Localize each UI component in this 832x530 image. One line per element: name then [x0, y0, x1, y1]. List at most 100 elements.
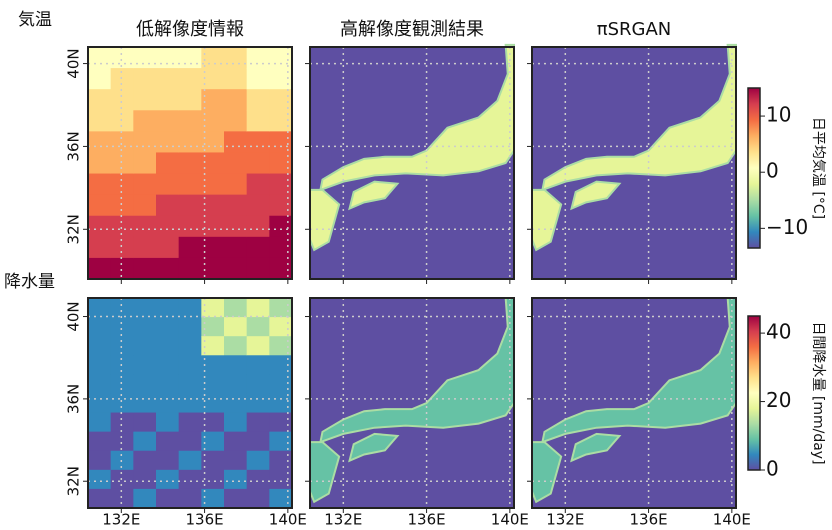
low-res-cell [156, 195, 179, 217]
low-res-cell [111, 317, 134, 337]
y-tick-label: 36N [65, 384, 83, 414]
low-res-cell [156, 451, 179, 471]
low-res-cell [133, 432, 156, 452]
low-res-cell [133, 47, 156, 69]
low-res-cell [179, 258, 202, 280]
low-res-cell [179, 47, 202, 69]
low-res-cell [224, 489, 247, 509]
low-res-cell [247, 110, 270, 132]
low-res-cell [156, 317, 179, 337]
low-res-cell [156, 110, 179, 132]
low-res-cell [88, 237, 111, 259]
low-res-cell [133, 355, 156, 375]
low-res-cell [133, 110, 156, 132]
low-res-cell [179, 489, 202, 509]
low-res-cell [179, 68, 202, 90]
low-res-cell [88, 432, 111, 452]
low-res-cell [133, 152, 156, 174]
low-res-cell [269, 413, 292, 433]
low-res-cell [224, 258, 247, 280]
low-res-cell [224, 131, 247, 153]
low-res-cell [179, 195, 202, 217]
low-res-cell [88, 152, 111, 174]
low-res-cell [133, 413, 156, 433]
low-res-cell [156, 336, 179, 356]
low-res-cell [247, 174, 270, 196]
low-res-cell [133, 374, 156, 394]
low-res-cell [133, 489, 156, 509]
low-res-cell [88, 336, 111, 356]
low-res-cell [247, 152, 270, 174]
low-res-cell [179, 131, 202, 153]
y-tick-label: 32N [65, 214, 83, 244]
x-tick-label: 136E [186, 511, 224, 527]
low-res-cell [269, 110, 292, 132]
low-res-cell [133, 216, 156, 238]
low-res-cell [111, 89, 134, 111]
panel-title: 高解像度観測結果 [340, 19, 484, 40]
x-tick-label: 140E [269, 511, 307, 527]
low-res-cell [88, 355, 111, 375]
low-res-cell [88, 451, 111, 471]
colorbar-tick-label: 20 [766, 388, 791, 412]
low-res-cell [269, 195, 292, 217]
low-res-cell [133, 393, 156, 413]
low-res-cell [111, 336, 134, 356]
low-res-cell [156, 355, 179, 375]
low-res-cell [111, 131, 134, 153]
low-res-cell [224, 336, 247, 356]
low-res-cell [247, 216, 270, 238]
low-res-cell [269, 152, 292, 174]
low-res-cell [224, 451, 247, 471]
low-res-cell [111, 216, 134, 238]
low-res-cell [88, 393, 111, 413]
row-label: 降水量 [4, 272, 55, 292]
low-res-cell [133, 298, 156, 318]
low-res-cell [247, 393, 270, 413]
low-res-cell [179, 216, 202, 238]
low-res-cell [88, 68, 111, 90]
y-tick-label: 32N [65, 466, 83, 496]
low-res-cell [247, 374, 270, 394]
y-tick-label: 40N [65, 301, 83, 331]
low-res-cell [269, 451, 292, 471]
low-res-cell [88, 89, 111, 111]
low-res-cell [224, 195, 247, 217]
low-res-cell [224, 152, 247, 174]
low-res-cell [133, 470, 156, 490]
low-res-cell [156, 393, 179, 413]
low-res-cell [224, 413, 247, 433]
low-res-cell [88, 131, 111, 153]
low-res-cell [88, 413, 111, 433]
low-res-cell [269, 470, 292, 490]
figure: 気温32N36N40N低解像度情報高解像度観測結果πSRGAN−10010日平均… [0, 0, 832, 526]
low-res-cell [269, 374, 292, 394]
low-res-cell [201, 317, 224, 337]
low-res-cell [224, 432, 247, 452]
low-res-cell [269, 298, 292, 318]
low-res-cell [88, 110, 111, 132]
low-res-cell [269, 336, 292, 356]
low-res-cell [224, 374, 247, 394]
x-tick-label: 136E [630, 511, 668, 527]
low-res-cell [111, 68, 134, 90]
low-res-cell [247, 131, 270, 153]
low-res-cell [201, 413, 224, 433]
low-res-cell [156, 68, 179, 90]
low-res-cell [247, 237, 270, 259]
row-label: 気温 [18, 10, 52, 30]
low-res-cell [133, 68, 156, 90]
low-res-cell [224, 317, 247, 337]
low-res-cell [133, 195, 156, 217]
low-res-cell [269, 131, 292, 153]
low-res-cell [179, 336, 202, 356]
y-tick-label: 36N [65, 131, 83, 161]
panel-title: 低解像度情報 [136, 19, 244, 40]
x-tick-label: 132E [102, 511, 140, 527]
low-res-cell [156, 89, 179, 111]
low-res-cell [179, 374, 202, 394]
low-res-cell [156, 47, 179, 69]
panel-title: πSRGAN [597, 19, 672, 40]
low-res-cell [156, 237, 179, 259]
low-res-cell [247, 298, 270, 318]
